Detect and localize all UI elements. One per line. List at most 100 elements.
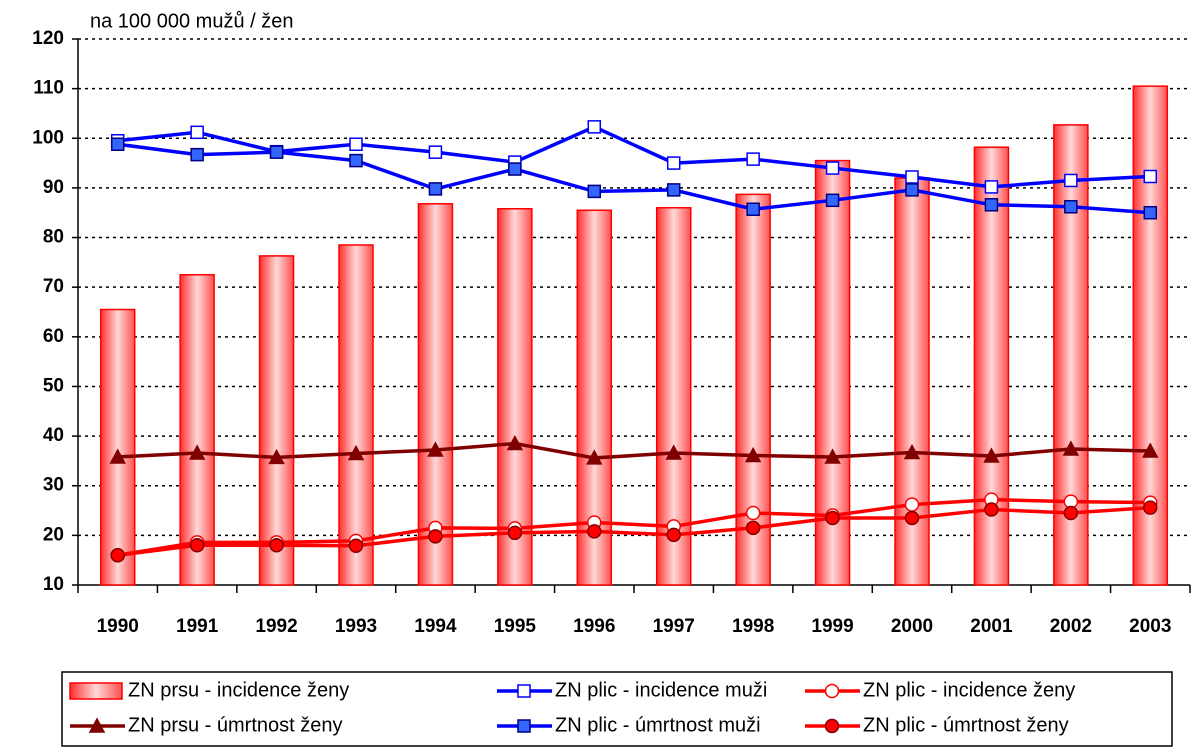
marker bbox=[666, 183, 681, 197]
marker bbox=[744, 446, 762, 463]
marker bbox=[746, 152, 760, 166]
marker bbox=[904, 497, 920, 512]
y-tick-label: 120 bbox=[32, 28, 64, 49]
marker bbox=[666, 156, 681, 170]
marker bbox=[268, 448, 285, 465]
marker bbox=[1142, 442, 1159, 458]
marker bbox=[190, 125, 204, 140]
x-tick-label: 1990 bbox=[97, 616, 139, 637]
marker bbox=[984, 198, 999, 212]
marker bbox=[349, 153, 363, 168]
marker bbox=[348, 538, 364, 554]
marker bbox=[1064, 173, 1078, 188]
marker bbox=[349, 137, 363, 151]
marker bbox=[110, 137, 125, 151]
bar bbox=[99, 308, 136, 586]
legend-label: ZN plic - úmrtnost muži bbox=[555, 714, 761, 736]
marker bbox=[824, 683, 840, 699]
bar bbox=[338, 244, 374, 586]
marker bbox=[746, 202, 760, 217]
marker bbox=[905, 183, 919, 197]
marker bbox=[517, 719, 531, 733]
marker bbox=[745, 505, 761, 521]
marker bbox=[109, 448, 126, 464]
x-tick-label: 1999 bbox=[811, 616, 853, 637]
marker bbox=[508, 162, 522, 176]
marker bbox=[507, 525, 523, 541]
marker bbox=[110, 547, 125, 563]
marker bbox=[1143, 500, 1158, 515]
legend-label: ZN plic - incidence muži bbox=[555, 679, 767, 701]
y-axis-label: na 100 000 mužů / žen bbox=[90, 10, 293, 32]
marker bbox=[825, 510, 840, 526]
marker bbox=[587, 524, 602, 539]
marker bbox=[587, 184, 602, 199]
marker bbox=[666, 527, 681, 543]
bar bbox=[179, 274, 215, 586]
line bbox=[117, 497, 1151, 557]
x-tick-label: 1992 bbox=[255, 616, 297, 637]
y-tick-label: 20 bbox=[43, 524, 64, 545]
x-tick-label: 2003 bbox=[1129, 616, 1171, 637]
legend-swatch bbox=[69, 682, 123, 700]
marker bbox=[517, 684, 531, 698]
legend-label: ZN plic - úmrtnost ženy bbox=[863, 714, 1069, 736]
marker bbox=[745, 520, 761, 536]
marker bbox=[269, 145, 284, 159]
bar bbox=[258, 255, 295, 586]
x-tick-label: 1991 bbox=[176, 616, 219, 637]
legend bbox=[61, 671, 1173, 747]
line bbox=[117, 441, 1151, 460]
y-tick-label: 90 bbox=[43, 177, 64, 198]
line bbox=[117, 124, 1151, 189]
legend-label: ZN prsu - incidence ženy bbox=[128, 679, 349, 701]
marker bbox=[905, 170, 919, 184]
x-tick-label: 1993 bbox=[335, 616, 377, 637]
marker bbox=[190, 147, 204, 162]
marker bbox=[347, 444, 365, 461]
marker bbox=[984, 502, 999, 517]
marker bbox=[825, 161, 840, 175]
x-tick-label: 1997 bbox=[653, 616, 695, 637]
x-tick-label: 2001 bbox=[970, 616, 1013, 637]
legend-label: ZN prsu - úmrtnost ženy bbox=[128, 714, 343, 736]
marker bbox=[427, 441, 444, 457]
x-tick-label: 2002 bbox=[1050, 616, 1092, 637]
marker bbox=[1143, 205, 1158, 220]
y-tick-label: 10 bbox=[43, 574, 64, 595]
y-tick-label: 100 bbox=[32, 127, 64, 148]
marker bbox=[825, 193, 840, 208]
marker bbox=[428, 145, 443, 159]
marker bbox=[983, 447, 1000, 463]
x-tick-label: 2000 bbox=[891, 616, 933, 637]
marker bbox=[665, 444, 682, 460]
y-tick-label: 40 bbox=[43, 425, 64, 446]
marker bbox=[506, 434, 524, 451]
marker bbox=[88, 717, 106, 733]
marker bbox=[189, 538, 205, 553]
y-tick-label: 110 bbox=[33, 78, 64, 99]
marker bbox=[428, 529, 443, 544]
bar bbox=[973, 146, 1010, 586]
marker bbox=[1064, 200, 1078, 214]
x-tick-label: 1995 bbox=[494, 616, 537, 637]
y-tick-label: 80 bbox=[43, 227, 64, 248]
x-tick-label: 1994 bbox=[414, 616, 457, 637]
marker bbox=[824, 718, 840, 734]
y-tick-label: 30 bbox=[43, 475, 64, 496]
line bbox=[117, 142, 1151, 215]
y-tick-label: 50 bbox=[43, 375, 64, 396]
line bbox=[117, 505, 1151, 557]
marker bbox=[428, 182, 443, 196]
marker bbox=[269, 538, 284, 553]
marker bbox=[1062, 440, 1080, 456]
marker bbox=[984, 180, 999, 194]
x-tick-label: 1996 bbox=[573, 616, 615, 637]
marker bbox=[904, 510, 920, 526]
marker bbox=[824, 448, 841, 464]
y-tick-label: 60 bbox=[43, 326, 64, 347]
marker bbox=[188, 444, 206, 460]
marker bbox=[1143, 169, 1158, 184]
marker bbox=[903, 443, 921, 460]
